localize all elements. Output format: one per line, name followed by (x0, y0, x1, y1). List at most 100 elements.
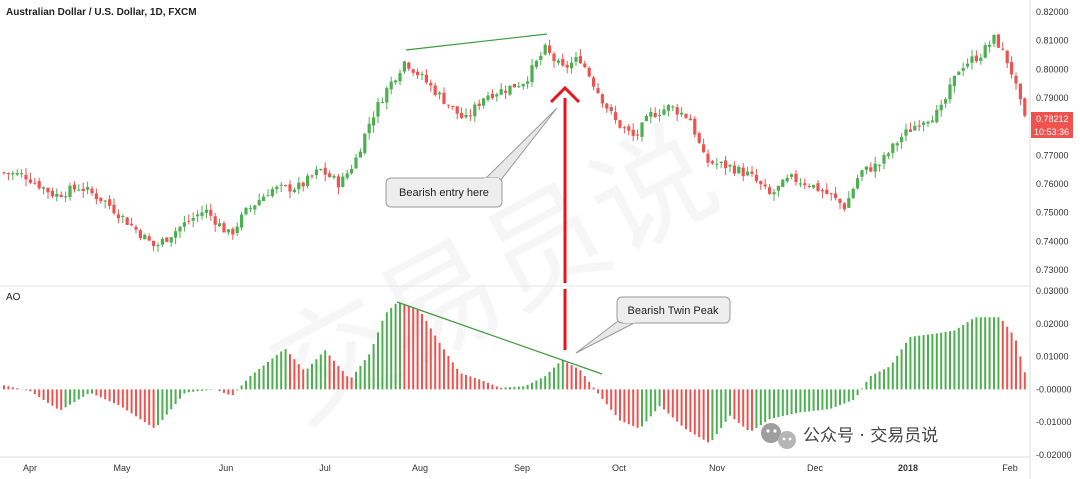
candle-body (882, 155, 886, 164)
candle-body (275, 186, 279, 190)
candle-body (574, 57, 578, 62)
candle-body (332, 175, 336, 178)
candle-body (517, 86, 521, 88)
candle-body (675, 107, 679, 115)
candle-body (468, 115, 472, 117)
candle-body (561, 58, 565, 66)
x-tick-label: Dec (807, 463, 824, 473)
candle-body (785, 177, 789, 182)
candle-body (178, 226, 182, 232)
candle-body (605, 103, 609, 109)
candle-body (55, 193, 59, 197)
candle-body (961, 67, 965, 71)
price-tick-label: 0.82000 (1036, 7, 1069, 17)
candle-body (451, 105, 455, 107)
candle-body (473, 104, 477, 117)
candle-body (860, 170, 864, 177)
candle-body (350, 168, 354, 174)
candle-body (618, 120, 622, 128)
candle-body (825, 189, 829, 194)
candle-body (1014, 75, 1018, 84)
candle-body (983, 45, 987, 58)
candle-body (486, 95, 490, 100)
candle-body (908, 129, 912, 132)
candle-body (152, 240, 156, 247)
price-tick-label: 0.76000 (1036, 179, 1069, 189)
candle-body (464, 114, 468, 118)
price-tick-label: 0.81000 (1036, 36, 1069, 46)
candle-body (869, 167, 873, 172)
candle-body (156, 245, 160, 247)
candle-body (732, 165, 736, 174)
candle-body (389, 81, 393, 90)
candle-body (697, 133, 701, 143)
candle-body (130, 223, 134, 226)
x-tick-label: Feb (1002, 463, 1018, 473)
candle-body (741, 167, 745, 177)
price-tick-label: 0.73000 (1036, 265, 1069, 275)
candle-body (653, 112, 657, 118)
ao-tick-label: -0.01000 (1036, 417, 1072, 427)
candle-body (565, 64, 569, 68)
candle-body (1001, 48, 1005, 50)
candle-body (72, 184, 76, 190)
candle-body (662, 109, 666, 115)
candle-body (746, 171, 750, 176)
candle-body (864, 166, 868, 170)
ao-histogram (3, 303, 1026, 443)
candle-body (231, 228, 235, 235)
candle-body (614, 112, 618, 121)
candle-body (702, 144, 706, 153)
candle-body (319, 169, 323, 171)
candle-body (477, 103, 481, 106)
candle-body (658, 114, 662, 116)
candle-body (935, 109, 939, 123)
candle-body (521, 84, 525, 87)
candle-body (398, 73, 402, 82)
candle-body (108, 199, 112, 206)
candle-body (768, 187, 772, 194)
wechat-icon (761, 423, 796, 449)
candle-body (292, 189, 296, 193)
x-tick-label: May (113, 463, 131, 473)
candle-body (262, 196, 266, 202)
ao-y-axis: 0.03000 0.02000 0.01000 -0.00000 -0.01000 -0.… (1036, 286, 1072, 460)
candle-body (354, 157, 358, 169)
candle-body (891, 143, 895, 154)
candle-body (886, 153, 890, 156)
callout-bearish-twin-peak: Bearish Twin Peak (575, 296, 731, 354)
candle-body (28, 179, 32, 183)
candle-body (754, 174, 758, 182)
candle-body (46, 187, 50, 193)
price-tick-label: 0.77000 (1036, 150, 1069, 160)
candle-body (174, 231, 178, 238)
x-tick-label: 2018 (898, 463, 918, 473)
candle-body (728, 165, 732, 167)
ao-trendline (396, 301, 603, 375)
candle-body (966, 63, 970, 67)
candle-body (191, 217, 195, 221)
candle-body (688, 118, 692, 121)
candle-body (438, 92, 442, 95)
candle-body (790, 174, 794, 177)
candle-body (99, 197, 103, 202)
candle-body (512, 83, 516, 88)
candle-body (314, 169, 318, 176)
candle-body (759, 181, 763, 185)
candle-body (851, 188, 855, 198)
candle-body (552, 53, 556, 62)
candle-body (504, 90, 508, 93)
candle-body (433, 85, 437, 95)
candle-body (737, 166, 741, 174)
callout-bearish-entry: Bearish entry here (385, 107, 558, 208)
candle-body (50, 190, 54, 197)
candle-body (583, 63, 587, 68)
candle-body (1023, 98, 1027, 116)
chart-title: Australian Dollar / U.S. Dollar, 1D, FXC… (6, 7, 197, 18)
candle-body (204, 209, 208, 213)
candle-body (420, 73, 424, 75)
candle-body (798, 183, 802, 185)
candle-body (508, 85, 512, 95)
ao-tick-label: 0.03000 (1036, 286, 1069, 296)
price-y-axis: 0.820000.810000.800000.790000.780000.770… (1036, 7, 1069, 275)
